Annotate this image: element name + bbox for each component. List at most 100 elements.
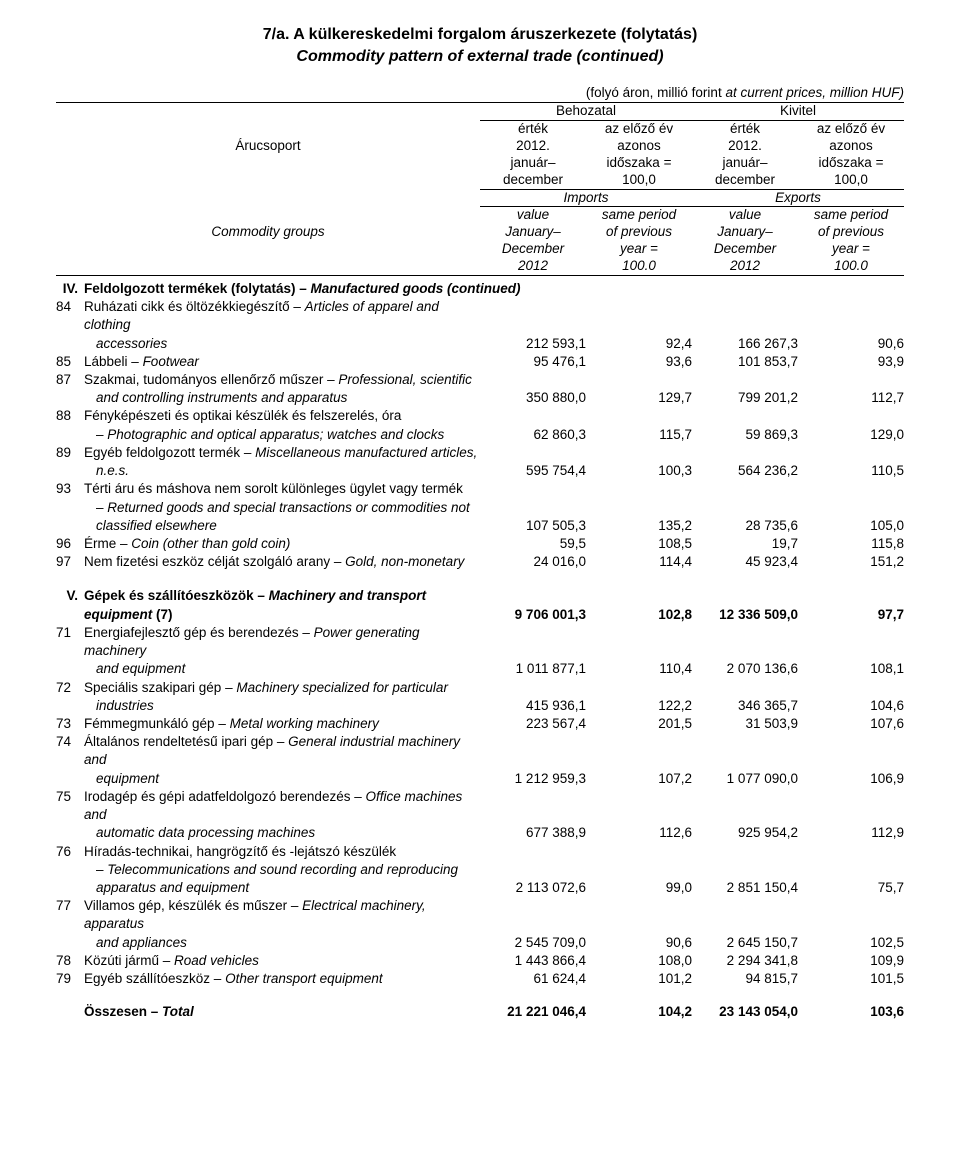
table-row: 84Ruházati cikk és öltözékkiegészítő – A…	[56, 298, 904, 334]
cell-value: 151,2	[798, 553, 904, 571]
price-note-en: at current prices, million HUF)	[725, 85, 904, 100]
row-code: 76	[56, 843, 78, 861]
hdr-exp-100en: 100.0	[798, 258, 904, 275]
hdr-exp-same: same period	[798, 207, 904, 224]
row-code: 88	[56, 407, 78, 425]
hdr-imp-idoszaka: időszaka =	[586, 155, 692, 172]
table-row: 75Irodagép és gépi adatfeldolgozó berend…	[56, 788, 904, 824]
row-text: apparatus and equipment	[84, 879, 480, 897]
cell-value: 93,6	[586, 353, 692, 371]
cell-value: 97,7	[798, 606, 904, 624]
row-code: 75	[56, 788, 78, 824]
row-text: and equipment	[84, 660, 480, 678]
cell-value: 92,4	[586, 335, 692, 353]
row-text: Érme – Coin (other than gold coin)	[84, 535, 480, 553]
hdr-arucsoport: Árucsoport	[56, 138, 480, 155]
hdr-exp-yeareq: year =	[798, 241, 904, 258]
row-code: 73	[56, 715, 78, 733]
cell-value: 107,6	[798, 715, 904, 733]
row-code	[56, 517, 78, 535]
table-row: – Photographic and optical apparatus; wa…	[56, 426, 904, 444]
row-code	[56, 824, 78, 842]
cell-value: 106,9	[798, 770, 904, 788]
hdr-exp-2012: 2012.	[692, 138, 798, 155]
hdr-exp-jan-en: January–	[692, 224, 798, 241]
hdr-imp-same: same period	[586, 207, 692, 224]
row-code: 87	[56, 371, 78, 389]
row-code	[56, 426, 78, 444]
total-row: Összesen – Total 21 221 046,4 104,2 23 1…	[56, 1004, 904, 1019]
cell-value: 105,0	[798, 517, 904, 535]
table-row: – Returned goods and special transaction…	[56, 499, 904, 517]
cell-value: 107 505,3	[480, 517, 586, 535]
row-text: – Photographic and optical apparatus; wa…	[84, 426, 480, 444]
row-text: n.e.s.	[84, 462, 480, 480]
cell-value: 212 593,1	[480, 335, 586, 353]
page-title-en: Commodity pattern of external trade (con…	[56, 46, 904, 68]
table-row: and equipment1 011 877,1110,42 070 136,6…	[56, 660, 904, 678]
cell-value: 1 011 877,1	[480, 660, 586, 678]
cell-value: 110,5	[798, 462, 904, 480]
cell-value: 9 706 001,3	[480, 606, 586, 624]
cell-value: 2 851 150,4	[692, 879, 798, 897]
row-text: classified elsewhere	[84, 517, 480, 535]
hdr-imp-y2012: 2012	[480, 258, 586, 275]
section-iv-en: Manufactured goods (continued)	[311, 281, 521, 296]
cell-value: 677 388,9	[480, 824, 586, 842]
cell-value: 102,5	[798, 934, 904, 952]
table-row: 89Egyéb feldolgozott termék – Miscellane…	[56, 444, 904, 462]
cell-value: 93,9	[798, 353, 904, 371]
table-row: – Telecommunications and sound recording…	[56, 861, 904, 879]
hdr-imp-prev: of previous	[586, 224, 692, 241]
hdr-imp-100en: 100.0	[586, 258, 692, 275]
table-row: 73Fémmegmunkáló gép – Metal working mach…	[56, 715, 904, 733]
row-code	[56, 462, 78, 480]
table-row: classified elsewhere107 505,3135,228 735…	[56, 517, 904, 535]
cell-value: 346 365,7	[692, 697, 798, 715]
hdr-exp-100: 100,0	[798, 172, 904, 189]
hdr-kivitel: Kivitel	[692, 103, 904, 120]
table-row: apparatus and equipment2 113 072,699,02 …	[56, 879, 904, 897]
table-row: n.e.s.595 754,4100,3564 236,2110,5	[56, 462, 904, 480]
row-text: and controlling instruments and apparatu…	[84, 389, 480, 407]
cell-value: 122,2	[586, 697, 692, 715]
section-iv-hu: Feldolgozott termékek (folytatás) –	[84, 281, 311, 296]
row-code	[56, 660, 78, 678]
cell-value: 595 754,4	[480, 462, 586, 480]
section-v-roman: V.	[56, 587, 78, 605]
table-row: 97Nem fizetési eszköz célját szolgáló ar…	[56, 553, 904, 571]
row-text: Fényképészeti és optikai készülék és fel…	[84, 407, 480, 425]
cell-value: 166 267,3	[692, 335, 798, 353]
page: 7/a. A külkereskedelmi forgalom áruszerk…	[0, 0, 960, 1059]
cell-value: 31 503,9	[692, 715, 798, 733]
cell-value: 104,6	[798, 697, 904, 715]
cell-value: 2 113 072,6	[480, 879, 586, 897]
price-note: (folyó áron, millió forint at current pr…	[56, 85, 904, 100]
row-text: – Telecommunications and sound recording…	[84, 861, 480, 879]
cell-value: 101 853,7	[692, 353, 798, 371]
table-row: industries415 936,1122,2346 365,7104,6	[56, 697, 904, 715]
page-title-hu: 7/a. A külkereskedelmi forgalom áruszerk…	[56, 24, 904, 46]
row-text: Híradás-technikai, hangrögzítő és -leját…	[84, 843, 480, 861]
cell-value: 2 294 341,8	[692, 952, 798, 970]
row-text: Ruházati cikk és öltözékkiegészítő – Art…	[84, 298, 480, 334]
cell-value: 112,9	[798, 824, 904, 842]
cell-value: 112,7	[798, 389, 904, 407]
table-row: 96Érme – Coin (other than gold coin)59,5…	[56, 535, 904, 553]
section-v-text: Gépek és szállítóeszközök – Machinery an…	[84, 587, 480, 605]
hdr-exp-dec-en: December	[692, 241, 798, 258]
table-row: and appliances2 545 709,090,62 645 150,7…	[56, 934, 904, 952]
row-code	[56, 499, 78, 517]
row-code: 85	[56, 353, 78, 371]
row-text: Irodagép és gépi adatfeldolgozó berendez…	[84, 788, 480, 824]
cell-value: 12 336 509,0	[692, 606, 798, 624]
row-code: 96	[56, 535, 78, 553]
row-code	[56, 879, 78, 897]
table-row: accessories212 593,192,4166 267,390,6	[56, 335, 904, 353]
cell-value: 115,8	[798, 535, 904, 553]
hdr-commodity-groups: Commodity groups	[56, 224, 480, 241]
table-row: 79Egyéb szállítóeszköz – Other transport…	[56, 970, 904, 988]
row-text: Lábbeli – Footwear	[84, 353, 480, 371]
hdr-imp-azonos: azonos	[586, 138, 692, 155]
table-row: 87Szakmai, tudományos ellenőrző műszer –…	[56, 371, 904, 389]
